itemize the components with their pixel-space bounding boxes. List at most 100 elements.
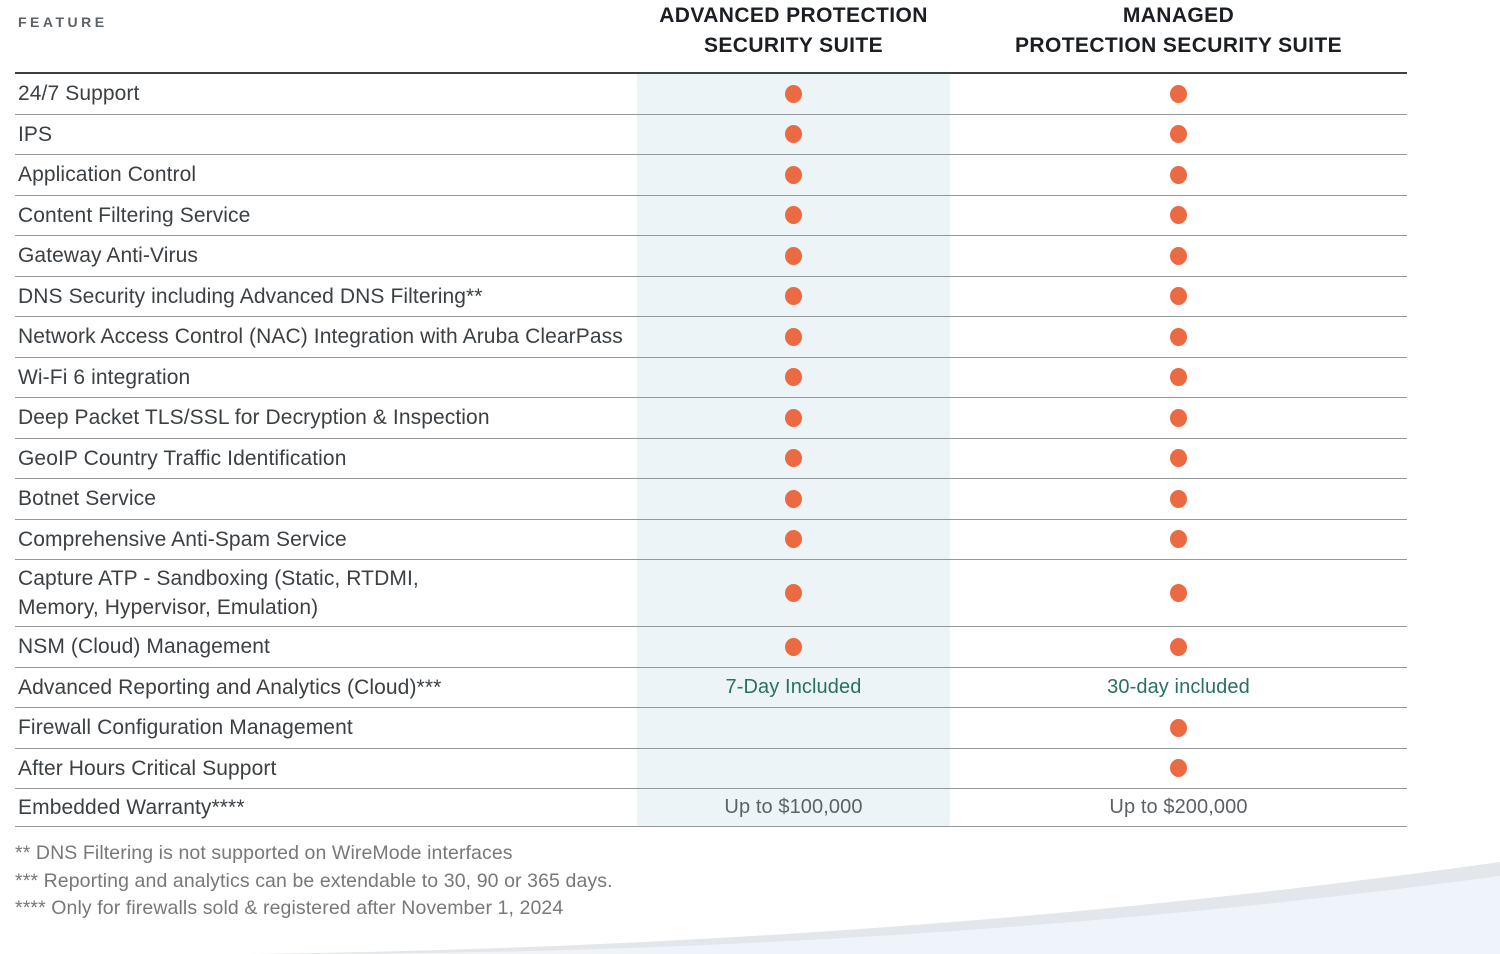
advanced-suite-column-header: ADVANCED PROTECTION SECURITY SUITE xyxy=(659,4,928,57)
table-row: Advanced Reporting and Analytics (Cloud)… xyxy=(15,667,1407,708)
table-row: Gateway Anti-Virus xyxy=(15,236,1407,277)
advanced-value-cell xyxy=(637,438,950,478)
advanced-value-cell xyxy=(637,748,950,788)
feature-label: Comprehensive Anti-Spam Service xyxy=(18,527,347,551)
feature-label: Botnet Service xyxy=(18,487,156,511)
managed-value-cell xyxy=(950,74,1407,114)
feature-label: Advanced Reporting and Analytics (Cloud)… xyxy=(18,675,442,699)
managed-value-cell xyxy=(950,155,1407,195)
table-row: Content Filtering Service xyxy=(15,195,1407,236)
included-dot xyxy=(1170,718,1187,737)
table-row: Deep Packet TLS/SSL for Decryption & Ins… xyxy=(15,398,1407,439)
table-row: Embedded Warranty**** Up to $100,000 Up … xyxy=(15,789,1407,827)
feature-column-header: FEATURE xyxy=(18,14,108,30)
advanced-value-cell xyxy=(637,708,950,748)
feature-label: NSM (Cloud) Management xyxy=(18,635,270,659)
advanced-value-cell xyxy=(637,479,950,519)
managed-value-cell xyxy=(950,196,1407,236)
table-row: Comprehensive Anti-Spam Service xyxy=(15,519,1407,560)
managed-value-cell xyxy=(950,398,1407,438)
advanced-value-cell xyxy=(637,357,950,397)
included-dot xyxy=(785,165,802,184)
managed-value-cell xyxy=(950,317,1407,357)
included-dot xyxy=(785,408,802,427)
feature-label: Firewall Configuration Management xyxy=(18,716,353,740)
footnote-reporting: *** Reporting and analytics can be exten… xyxy=(15,869,613,892)
footnotes: ** DNS Filtering is not supported on Wir… xyxy=(15,840,1500,923)
included-dot xyxy=(1170,206,1187,225)
value-text: 30-day included xyxy=(1107,675,1250,698)
included-dot xyxy=(785,125,802,144)
included-dot xyxy=(1170,368,1187,387)
table-header: FEATURE ADVANCED PROTECTION SECURITY SUI… xyxy=(15,0,1407,72)
included-dot xyxy=(785,530,802,549)
managed-value-cell xyxy=(950,115,1407,155)
feature-label: After Hours Critical Support xyxy=(18,756,277,780)
included-dot xyxy=(785,584,802,602)
table-row: Application Control xyxy=(15,155,1407,196)
feature-label: GeoIP Country Traffic Identification xyxy=(18,446,347,470)
included-dot xyxy=(785,449,802,468)
advanced-value-cell xyxy=(637,560,950,626)
included-dot xyxy=(1170,125,1187,144)
feature-label: Embedded Warranty**** xyxy=(18,796,245,819)
advanced-value-cell xyxy=(637,519,950,559)
feature-label: Content Filtering Service xyxy=(18,203,251,227)
advanced-value-cell: Up to $100,000 xyxy=(637,789,950,826)
included-dot xyxy=(1170,327,1187,346)
included-dot xyxy=(785,327,802,346)
feature-label: Gateway Anti-Virus xyxy=(18,244,198,268)
included-dot xyxy=(1170,287,1187,306)
feature-label: Capture ATP - Sandboxing (Static, RTDMI,… xyxy=(18,567,419,619)
included-dot xyxy=(785,368,802,387)
table-row: NSM (Cloud) Management xyxy=(15,627,1407,668)
included-dot xyxy=(785,287,802,306)
included-dot xyxy=(1170,759,1187,778)
included-dot xyxy=(785,637,802,656)
included-dot xyxy=(1170,165,1187,184)
managed-value-cell: Up to $200,000 xyxy=(950,789,1407,826)
included-dot xyxy=(1170,530,1187,549)
managed-value-cell xyxy=(950,627,1407,667)
table-row: IPS xyxy=(15,114,1407,155)
table-row: DNS Security including Advanced DNS Filt… xyxy=(15,276,1407,317)
feature-label: Deep Packet TLS/SSL for Decryption & Ins… xyxy=(18,406,490,430)
footnote-warranty: **** Only for firewalls sold & registere… xyxy=(15,897,564,919)
table-row: Network Access Control (NAC) Integration… xyxy=(15,317,1407,358)
managed-value-cell xyxy=(950,560,1407,626)
managed-value-cell: 30-day included xyxy=(950,668,1407,708)
managed-value-cell xyxy=(950,708,1407,748)
managed-value-cell xyxy=(950,277,1407,317)
managed-value-cell xyxy=(950,520,1407,560)
included-dot xyxy=(785,489,802,508)
included-dot xyxy=(1170,637,1187,656)
included-dot xyxy=(1170,489,1187,508)
advanced-value-cell xyxy=(637,74,950,114)
managed-value-cell xyxy=(950,479,1407,519)
table-row: 24/7 Support xyxy=(15,74,1407,115)
table-row: After Hours Critical Support xyxy=(15,748,1407,789)
included-dot xyxy=(1170,449,1187,468)
managed-value-cell xyxy=(950,439,1407,479)
included-dot xyxy=(1170,84,1187,103)
advanced-value-cell xyxy=(637,114,950,154)
advanced-value-cell xyxy=(637,155,950,195)
advanced-value-cell xyxy=(637,627,950,667)
advanced-value-cell xyxy=(637,398,950,438)
feature-label: DNS Security including Advanced DNS Filt… xyxy=(18,284,483,308)
feature-label: Wi-Fi 6 integration xyxy=(18,365,191,389)
value-text: 7-Day Included xyxy=(725,675,862,698)
advanced-value-cell xyxy=(637,317,950,357)
table-row: Botnet Service xyxy=(15,479,1407,520)
value-text: Up to $100,000 xyxy=(724,796,863,818)
table-row: Firewall Configuration Management xyxy=(15,708,1407,749)
feature-label: IPS xyxy=(18,122,53,146)
advanced-value-cell xyxy=(637,276,950,316)
footnote-dns: ** DNS Filtering is not supported on Wir… xyxy=(15,842,513,864)
managed-value-cell xyxy=(950,236,1407,276)
value-text: Up to $200,000 xyxy=(1109,796,1248,818)
included-dot xyxy=(1170,246,1187,265)
table-row: GeoIP Country Traffic Identification xyxy=(15,438,1407,479)
included-dot xyxy=(1170,584,1187,602)
managed-value-cell xyxy=(950,749,1407,789)
